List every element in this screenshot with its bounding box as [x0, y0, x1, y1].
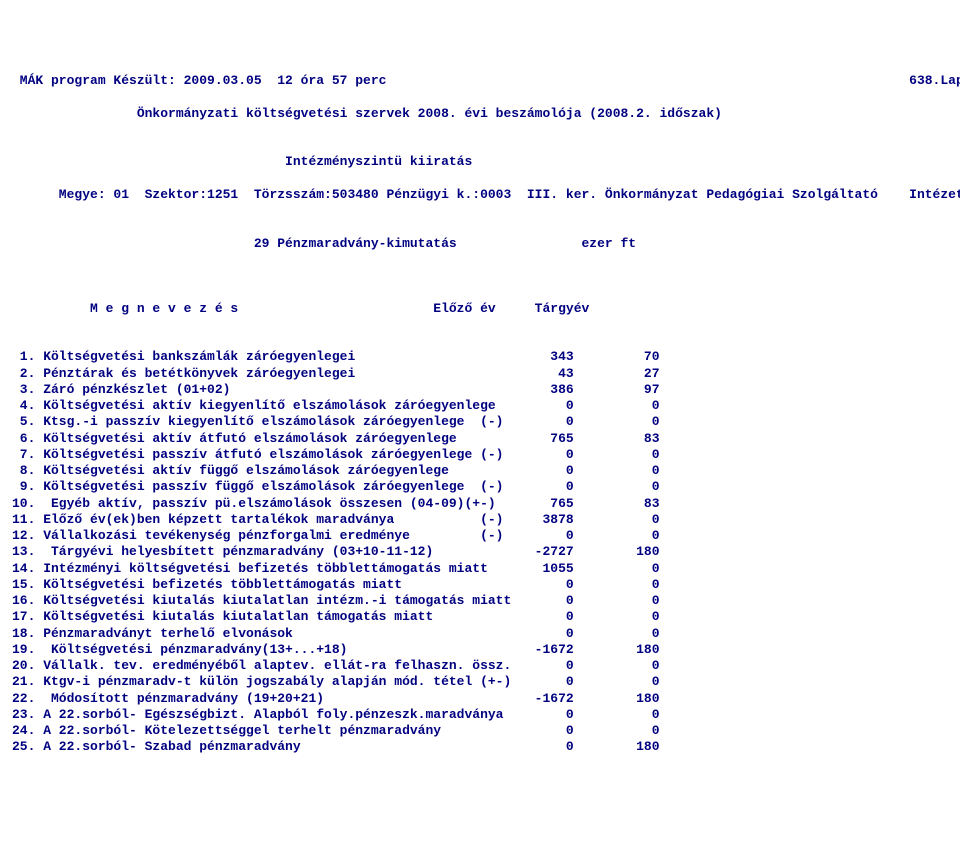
- header-line-5: Megye: 01 Szektor:1251 Törzsszám:503480 …: [12, 187, 948, 203]
- table-row: 9. Költségvetési passzív függő elszámolá…: [12, 479, 948, 495]
- table-row: 20. Vállalk. tev. eredményéből alaptev. …: [12, 658, 948, 674]
- table-row: 2. Pénztárak és betétkönyvek záróegyenle…: [12, 366, 948, 382]
- header-line-4: Intézményszintü kiiratás: [12, 154, 948, 170]
- table-row: 23. A 22.sorból- Egészségbizt. Alapból f…: [12, 707, 948, 723]
- table-row: 3. Záró pénzkészlet (01+02) 386 97: [12, 382, 948, 398]
- table-row: 16. Költségvetési kiutalás kiutalatlan i…: [12, 593, 948, 609]
- header-right: 638.Lap: [909, 73, 960, 88]
- table-row: 7. Költségvetési passzív átfutó elszámol…: [12, 447, 948, 463]
- table-row: 18. Pénzmaradványt terhelő elvonások 0 0: [12, 626, 948, 642]
- table-row: 15. Költségvetési befizetés többlettámog…: [12, 577, 948, 593]
- table-row: 1. Költségvetési bankszámlák záróegyenle…: [12, 349, 948, 365]
- header-line-1: MÁK program Készült: 2009.03.05 12 óra 5…: [12, 73, 948, 89]
- table-row: 17. Költségvetési kiutalás kiutalatlan t…: [12, 609, 948, 625]
- table-row: 19. Költségvetési pénzmaradvány(13+...+1…: [12, 642, 948, 658]
- table-row: 25. A 22.sorból- Szabad pénzmaradvány 0 …: [12, 739, 948, 755]
- table-row: 6. Költségvetési aktív átfutó elszámolás…: [12, 431, 948, 447]
- table-row: 13. Tárgyévi helyesbített pénzmaradvány …: [12, 544, 948, 560]
- table-row: 12. Vállalkozási tevékenység pénzforgalm…: [12, 528, 948, 544]
- table-row: 21. Ktgv-i pénzmaradv-t külön jogszabály…: [12, 674, 948, 690]
- header-line-7: 29 Pénzmaradvány-kimutatás ezer ft: [12, 236, 948, 252]
- table-row: 5. Ktsg.-i passzív kiegyenlítő elszámolá…: [12, 414, 948, 430]
- table-row: 10. Egyéb aktív, passzív pü.elszámolások…: [12, 496, 948, 512]
- header-left: MÁK program Készült: 2009.03.05 12 óra 5…: [12, 73, 386, 88]
- table-row: 24. A 22.sorból- Kötelezettséggel terhel…: [12, 723, 948, 739]
- column-headers: M e g n e v e z é s Előző év Tárgyév: [12, 301, 948, 317]
- table-body: 1. Költségvetési bankszámlák záróegyenle…: [12, 349, 948, 755]
- table-row: 14. Intézményi költségvetési befizetés t…: [12, 561, 948, 577]
- table-row: 8. Költségvetési aktív függő elszámoláso…: [12, 463, 948, 479]
- header-line-2: Önkormányzati költségvetési szervek 2008…: [12, 106, 948, 122]
- table-row: 22. Módosított pénzmaradvány (19+20+21) …: [12, 691, 948, 707]
- table-row: 4. Költségvetési aktív kiegyenlítő elszá…: [12, 398, 948, 414]
